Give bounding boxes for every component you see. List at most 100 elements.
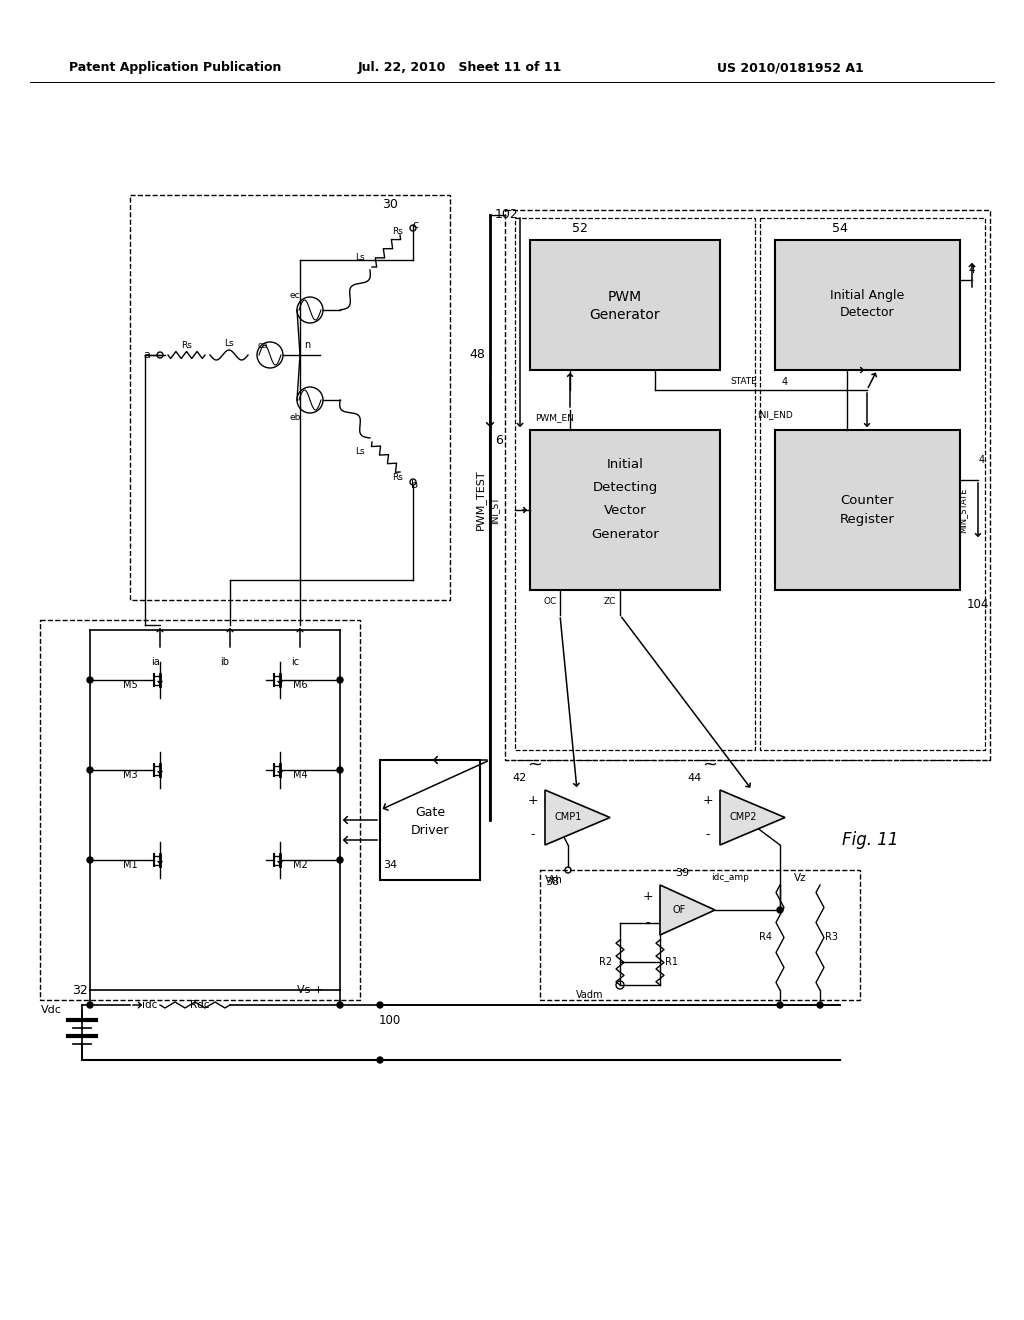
Text: CMP2: CMP2 [729, 813, 757, 822]
Text: R3: R3 [825, 932, 839, 942]
Bar [540, 870, 860, 1001]
Text: MIN_STATE: MIN_STATE [958, 487, 968, 533]
Text: ZC: ZC [604, 598, 616, 606]
Bar [530, 430, 720, 590]
Text: PWM_TEST: PWM_TEST [474, 470, 485, 531]
Text: R4: R4 [760, 932, 772, 942]
Circle shape [777, 907, 783, 913]
Text: 4: 4 [782, 378, 788, 387]
Text: +: + [702, 793, 714, 807]
Text: M1: M1 [123, 861, 137, 870]
Text: 4: 4 [968, 265, 975, 275]
Text: Driver: Driver [411, 824, 450, 837]
Circle shape [377, 1002, 383, 1008]
Text: Detecting: Detecting [592, 482, 657, 495]
Circle shape [337, 857, 343, 863]
Text: R2: R2 [599, 957, 612, 968]
Text: Generator: Generator [591, 528, 658, 540]
Text: STATE: STATE [730, 378, 757, 387]
Bar [760, 218, 985, 750]
Bar [530, 240, 720, 370]
Text: ec: ec [290, 290, 300, 300]
Text: Generator: Generator [590, 308, 660, 322]
Text: -: - [530, 829, 536, 842]
Text: 102: 102 [495, 209, 519, 222]
Text: idc_amp: idc_amp [711, 874, 749, 883]
Circle shape [377, 1057, 383, 1063]
Text: Vth: Vth [545, 875, 563, 884]
Text: ib: ib [220, 657, 229, 667]
Text: 42: 42 [513, 774, 527, 783]
Text: Jul. 22, 2010   Sheet 11 of 11: Jul. 22, 2010 Sheet 11 of 11 [357, 62, 562, 74]
Circle shape [87, 677, 93, 682]
Text: a: a [143, 350, 150, 360]
Text: ic: ic [291, 657, 299, 667]
Bar [40, 620, 360, 1001]
Text: -: - [646, 916, 650, 929]
Text: Vector: Vector [604, 504, 646, 517]
Circle shape [817, 1002, 823, 1008]
Text: M5: M5 [123, 680, 137, 690]
Text: INI_END: INI_END [757, 411, 793, 420]
Text: Rs: Rs [181, 341, 193, 350]
Text: idc: idc [142, 1001, 158, 1010]
Text: M2: M2 [293, 861, 307, 870]
Polygon shape [660, 884, 715, 935]
Bar [505, 210, 990, 760]
Text: 32: 32 [72, 983, 88, 997]
Text: ~: ~ [527, 756, 543, 774]
Circle shape [337, 767, 343, 774]
Polygon shape [720, 789, 785, 845]
Text: Ls: Ls [355, 253, 365, 263]
Text: 48: 48 [469, 348, 485, 362]
Text: Rdc: Rdc [190, 1001, 210, 1010]
Circle shape [87, 857, 93, 863]
Bar [130, 195, 450, 601]
Text: PWM: PWM [608, 290, 642, 304]
Text: 34: 34 [383, 861, 397, 870]
Circle shape [87, 1002, 93, 1008]
Text: eb: eb [290, 413, 301, 422]
Text: Vz: Vz [794, 873, 806, 883]
Text: Counter: Counter [841, 494, 894, 507]
Text: Gate: Gate [415, 805, 445, 818]
Text: +: + [527, 793, 539, 807]
Circle shape [87, 767, 93, 774]
Bar [515, 218, 755, 750]
Text: Vs +: Vs + [297, 985, 324, 995]
Text: Vdc: Vdc [41, 1005, 62, 1015]
Text: 39: 39 [675, 869, 689, 878]
Circle shape [337, 677, 343, 682]
Text: Rs: Rs [392, 227, 403, 236]
Text: M6: M6 [293, 680, 307, 690]
Text: Detector: Detector [840, 306, 894, 319]
Text: c: c [412, 220, 418, 230]
Text: ca: ca [258, 341, 268, 350]
Bar [775, 240, 961, 370]
Text: -: - [706, 829, 711, 842]
Text: 38: 38 [545, 876, 559, 887]
Circle shape [777, 1002, 783, 1008]
Text: R1: R1 [666, 957, 679, 968]
Text: Register: Register [840, 513, 894, 527]
Text: Initial: Initial [606, 458, 643, 471]
Text: Initial Angle: Initial Angle [829, 289, 904, 301]
Text: 104: 104 [967, 598, 989, 611]
Text: Vadm: Vadm [577, 990, 604, 1001]
Text: 4: 4 [979, 455, 985, 465]
Text: OC: OC [544, 598, 557, 606]
Text: 6: 6 [495, 433, 503, 446]
Text: +: + [643, 891, 653, 903]
Bar [775, 430, 961, 590]
Text: Ls: Ls [355, 447, 365, 457]
Text: b: b [412, 480, 419, 490]
Text: n: n [304, 341, 310, 350]
Text: 54: 54 [833, 222, 848, 235]
Text: Patent Application Publication: Patent Application Publication [69, 62, 282, 74]
Text: 100: 100 [379, 1014, 401, 1027]
Text: 44: 44 [688, 774, 702, 783]
Text: CMP1: CMP1 [554, 813, 582, 822]
Text: 30: 30 [382, 198, 398, 211]
Bar [380, 760, 480, 880]
Text: Fig. 11: Fig. 11 [842, 832, 898, 849]
